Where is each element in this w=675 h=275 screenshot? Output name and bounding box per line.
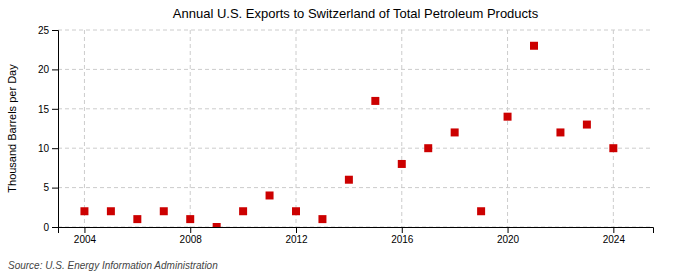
point bbox=[266, 191, 274, 199]
y-tick-mark bbox=[52, 30, 58, 31]
y-tick-mark bbox=[52, 109, 58, 110]
point bbox=[583, 121, 591, 129]
point bbox=[345, 176, 353, 184]
x-tick-mark bbox=[613, 227, 614, 233]
y-tick: 0 bbox=[43, 222, 58, 233]
x-grid-line bbox=[84, 30, 85, 227]
x-tick-label: 2016 bbox=[391, 234, 414, 245]
x-tick: 2012 bbox=[285, 227, 308, 245]
point bbox=[556, 128, 564, 136]
point bbox=[160, 207, 168, 215]
point bbox=[133, 215, 141, 223]
y-tick-label: 15 bbox=[38, 104, 50, 115]
x-tick: 2008 bbox=[180, 227, 203, 245]
x-tick-mark bbox=[84, 227, 85, 233]
point bbox=[451, 128, 459, 136]
point bbox=[213, 223, 221, 227]
title: Annual U.S. Exports to Switzerland of To… bbox=[173, 6, 539, 21]
point bbox=[398, 160, 406, 168]
x-tick: 2020 bbox=[497, 227, 520, 245]
x-tick-mark bbox=[190, 227, 191, 233]
x-tick-label: 2012 bbox=[285, 234, 308, 245]
x-axis: 2004 2008 2012 2016 2020 2024 bbox=[59, 227, 654, 245]
point bbox=[107, 207, 115, 215]
plot-area: 2004 2008 2012 2016 2020 2024 0 5 10 15 20 25 bbox=[38, 25, 654, 245]
x-tick-label: 2008 bbox=[180, 234, 203, 245]
x-tick: 2004 bbox=[74, 227, 97, 245]
y-tick: 10 bbox=[38, 143, 58, 154]
chart: 2004 2008 2012 2016 2020 2024 0 5 10 15 20 25 Annual… bbox=[0, 0, 675, 275]
point bbox=[239, 207, 247, 215]
y-tick-mark bbox=[52, 227, 58, 228]
x-tick-mark bbox=[402, 227, 403, 233]
point bbox=[80, 207, 88, 215]
point bbox=[186, 215, 194, 223]
y-grid-line bbox=[58, 69, 653, 70]
point bbox=[318, 215, 326, 223]
y-tick-label: 5 bbox=[43, 182, 49, 193]
y-grid-line bbox=[58, 148, 653, 149]
y-tick: 20 bbox=[38, 64, 58, 75]
x-axis-line bbox=[59, 228, 654, 234]
y-grid-line bbox=[58, 187, 653, 188]
x-tick-label: 2004 bbox=[74, 234, 97, 245]
point bbox=[504, 113, 512, 121]
point bbox=[424, 144, 432, 152]
x-grid-line bbox=[296, 30, 297, 227]
y-tick-mark bbox=[52, 148, 58, 149]
y-axis-line bbox=[52, 31, 59, 228]
x-tick-label: 2020 bbox=[497, 234, 520, 245]
grid bbox=[58, 30, 653, 227]
point bbox=[530, 42, 538, 50]
points bbox=[80, 42, 617, 227]
y-tick-label: 20 bbox=[38, 64, 50, 75]
y-tick-label: 25 bbox=[38, 25, 50, 36]
point bbox=[609, 144, 617, 152]
y-tick: 5 bbox=[43, 182, 58, 193]
x-tick-mark bbox=[296, 227, 297, 233]
y-axis: 0 5 10 15 20 25 bbox=[38, 25, 59, 233]
y-grid-line bbox=[58, 30, 653, 31]
point bbox=[371, 97, 379, 105]
point bbox=[292, 207, 300, 215]
y-tick-label: 0 bbox=[43, 222, 49, 233]
x-tick-mark bbox=[508, 227, 509, 233]
x-tick-label: 2024 bbox=[603, 234, 626, 245]
y-tick: 25 bbox=[38, 25, 58, 36]
y-tick-mark bbox=[52, 188, 58, 189]
x-tick: 2016 bbox=[391, 227, 414, 245]
x-grid-line bbox=[401, 30, 402, 227]
y-grid-line bbox=[58, 108, 653, 109]
x-grid-line bbox=[613, 30, 614, 227]
y-tick-label: 10 bbox=[38, 143, 50, 154]
x-grid-line bbox=[190, 30, 191, 227]
y-tick-mark bbox=[52, 69, 58, 70]
y-axis-label: Thousand Barrels per Day bbox=[6, 64, 18, 193]
point bbox=[477, 207, 485, 215]
y-tick: 15 bbox=[38, 104, 58, 115]
source: Source: U.S. Energy Information Administ… bbox=[8, 260, 218, 271]
x-grid-line bbox=[507, 30, 508, 227]
x-tick: 2024 bbox=[603, 227, 626, 245]
